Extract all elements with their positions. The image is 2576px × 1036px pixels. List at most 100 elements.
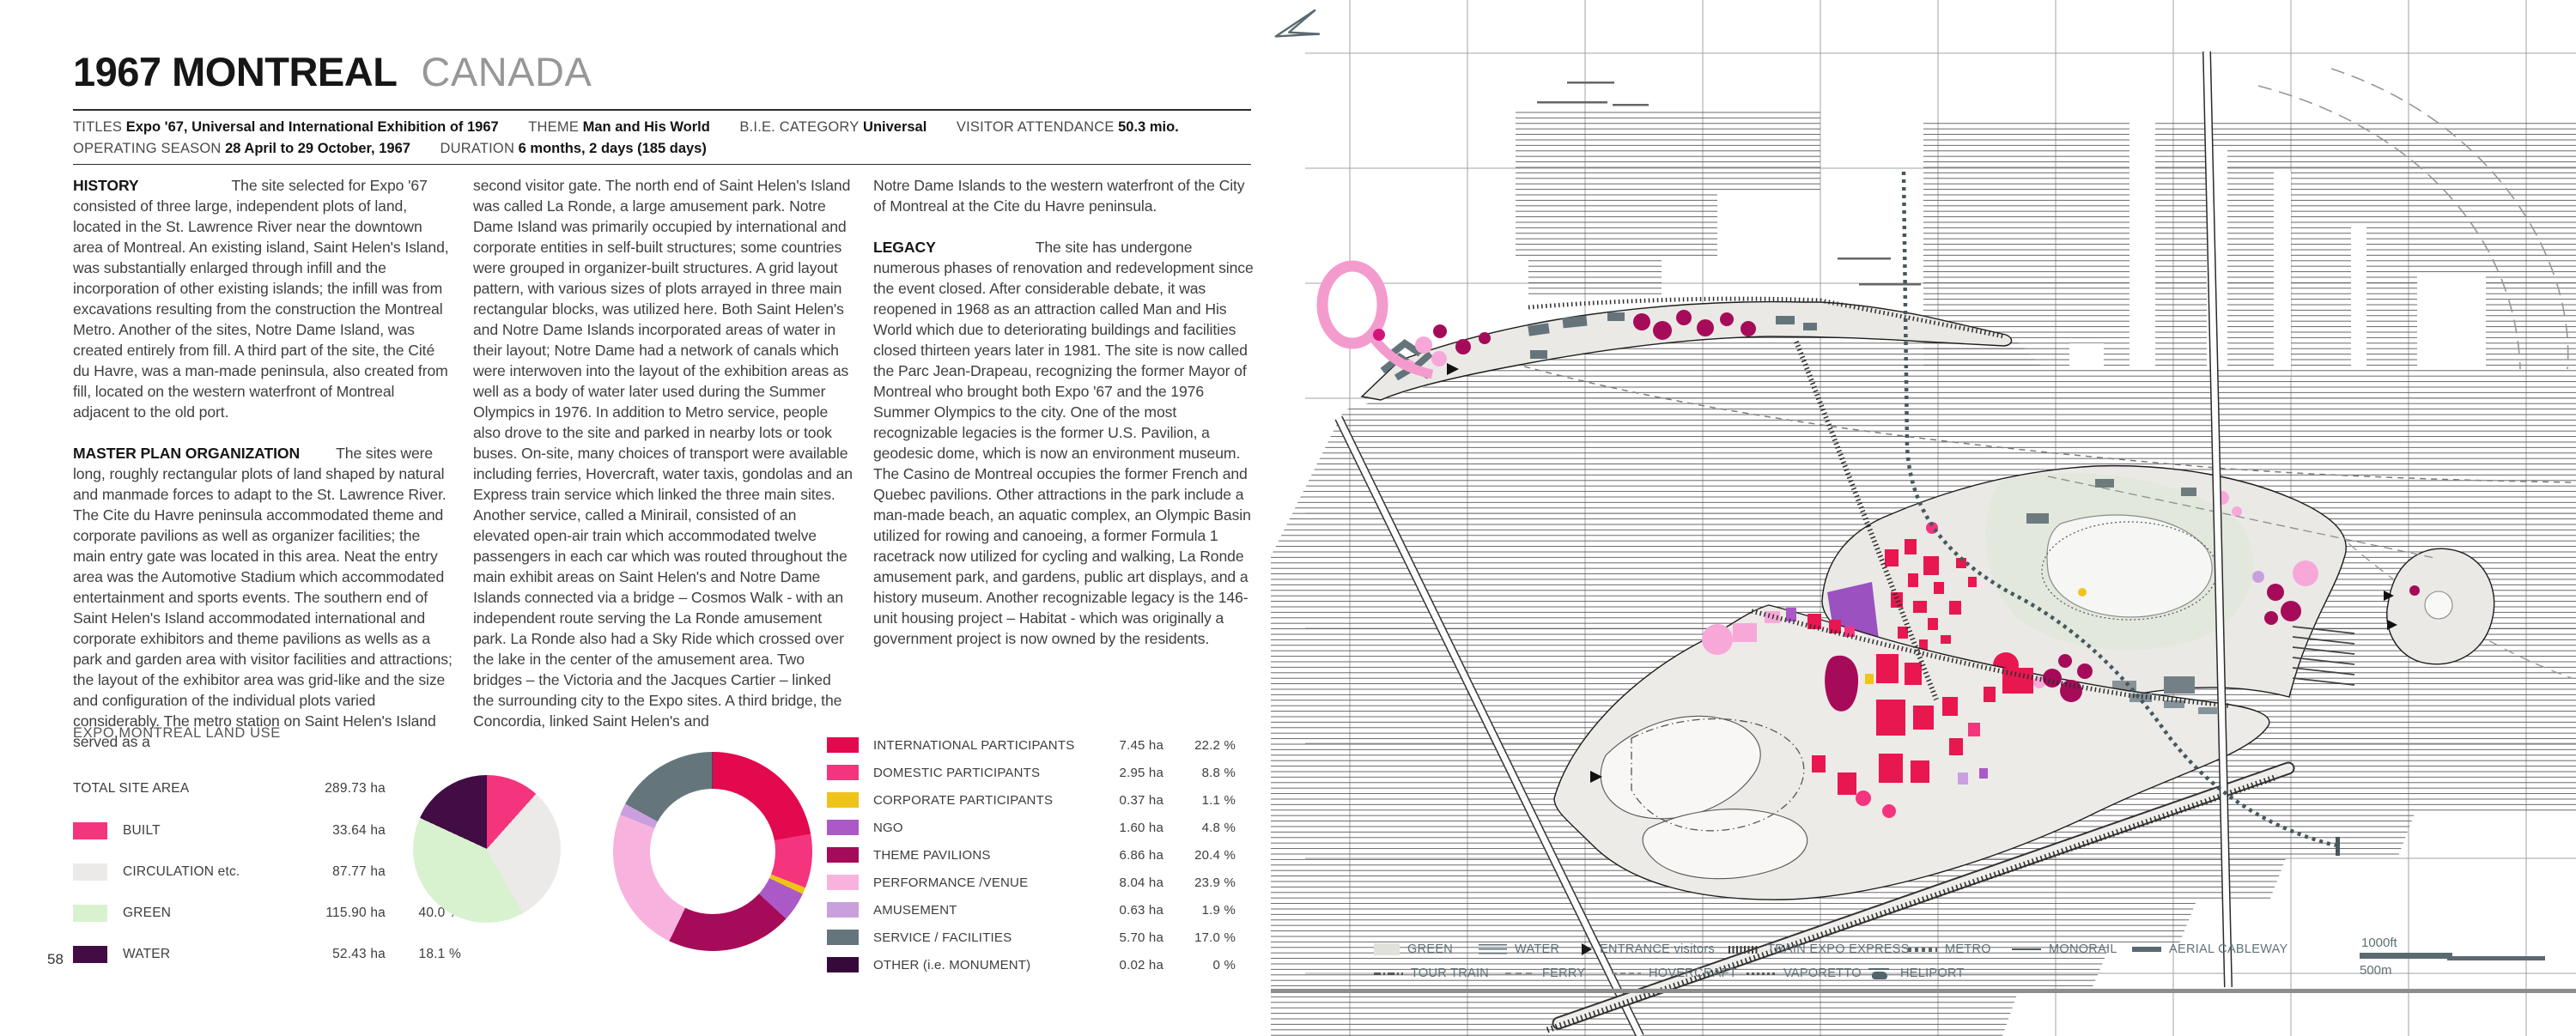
legend-aerial-cableway: AERIAL CABLEWAY bbox=[2132, 942, 2288, 956]
map-bottom-rule bbox=[1271, 989, 2576, 993]
meta-value: 28 April to 29 October, 1967 bbox=[225, 141, 410, 156]
amusement-swatch bbox=[827, 902, 859, 918]
legend-heliport: HELIPORT bbox=[1867, 966, 1965, 980]
ngo-swatch bbox=[827, 820, 859, 835]
monorail-line-icon bbox=[2012, 948, 2041, 950]
header-rule-top bbox=[73, 109, 1251, 111]
cite-du-havre-pavilions bbox=[1403, 310, 1817, 372]
circulation-swatch bbox=[73, 863, 107, 881]
participants-row: DOMESTIC PARTICIPANTS 2.95 ha 8.8 % bbox=[827, 759, 1236, 786]
entrance-triangle-icon bbox=[1582, 943, 1592, 955]
participants-row: THEME PAVILIONS 6.86 ha 20.4 % bbox=[827, 841, 1236, 869]
participants-row: NGO 1.60 ha 4.8 % bbox=[827, 814, 1236, 841]
master-plan-text-continued: second visitor gate. The north end of Sa… bbox=[473, 177, 853, 730]
expo-meta-line: TITLES Expo '67, Universal and Internati… bbox=[73, 117, 1251, 160]
article-column-2: second visitor gate. The north end of Sa… bbox=[473, 175, 854, 772]
participants-row: SERVICE / FACILITIES 5.70 ha 17.0 % bbox=[827, 924, 1236, 951]
entrance-arrow-notre-dame bbox=[1590, 771, 1602, 783]
legend-green: GREEN bbox=[1374, 942, 1453, 956]
meta-label: OPERATING SEASON bbox=[73, 141, 222, 156]
hovercraft-dash-icon bbox=[1612, 972, 1641, 975]
notre-dame-island bbox=[1553, 604, 2270, 900]
metro-dots-icon bbox=[1908, 947, 1937, 952]
vaporetto-dots-icon bbox=[1747, 972, 1776, 975]
ferry-route bbox=[1502, 360, 2573, 483]
legend-train-expo-express: TRAIN EXPO EXPRESS bbox=[1728, 942, 1910, 956]
international-pavilions-cluster bbox=[1885, 539, 1977, 650]
entrance-arrow-cite bbox=[1447, 363, 1459, 375]
legend-vaporetto: VAPORETTO bbox=[1747, 966, 1862, 980]
heliport-helicopter-icon bbox=[1867, 966, 1893, 980]
canal-west bbox=[1600, 715, 1761, 820]
land-use-table: EXPO MONTREAL LAND USE TOTAL SITE AREA 2… bbox=[73, 725, 461, 975]
history-text: The site selected for Expo '67 consisted… bbox=[73, 177, 449, 421]
legend-monorail: MONORAIL bbox=[2012, 942, 2117, 956]
dolphin-lake bbox=[2424, 591, 2453, 620]
total-site-area-value: 289.73 ha bbox=[325, 781, 386, 796]
other-swatch bbox=[827, 957, 859, 972]
expo-title: 1967 MONTREAL bbox=[73, 49, 398, 94]
green-area-icon bbox=[1374, 943, 1400, 955]
marina-piers bbox=[2292, 626, 2355, 686]
expo-express-cite-shore bbox=[1528, 296, 2005, 339]
metro-terminus bbox=[2336, 837, 2340, 856]
metro-line bbox=[1901, 171, 2336, 848]
land-use-row-built: BUILT 33.64 ha 11.6 % bbox=[73, 810, 461, 851]
legend-ferry: FERRY bbox=[1505, 966, 1585, 980]
entrance-arrow-la-ronde-1 bbox=[2384, 591, 2394, 601]
legend-entrance: ENTRANCE visitors bbox=[1582, 942, 1715, 956]
scale-meters-label: 500m bbox=[2360, 963, 2392, 978]
land-use-pie-chart bbox=[413, 775, 561, 923]
participants-table: INTERNATIONAL PARTICIPANTS 7.45 ha 22.2 … bbox=[827, 731, 1236, 978]
meta-value: Universal bbox=[863, 119, 927, 135]
meta-label: THEME bbox=[528, 119, 580, 135]
meta-value: 6 months, 2 days (185 days) bbox=[518, 141, 707, 156]
legacy-text: The site has undergone numerous phases o… bbox=[873, 239, 1254, 647]
total-site-area-label: TOTAL SITE AREA bbox=[73, 781, 190, 796]
canal-south bbox=[1642, 809, 1808, 880]
meta-label: DURATION bbox=[440, 141, 515, 156]
meta-label: TITLES bbox=[73, 119, 123, 135]
participants-donut-chart bbox=[613, 752, 812, 951]
legend-hovercraft: HOVERCRAFT bbox=[1612, 966, 1737, 980]
legacy-heading: LEGACY bbox=[873, 239, 936, 256]
land-use-total-row: TOTAL SITE AREA 289.73 ha bbox=[73, 771, 461, 807]
legend-metro: METRO bbox=[1908, 942, 1991, 956]
performance-swatch bbox=[827, 875, 859, 890]
land-use-section-title: EXPO MONTREAL LAND USE bbox=[73, 725, 281, 741]
article-column-3: Notre Dame Islands to the western waterf… bbox=[873, 175, 1254, 772]
participants-row: AMUSEMENT 0.63 ha 1.9 % bbox=[827, 896, 1236, 924]
meta-value: Expo '67, Universal and International Ex… bbox=[125, 119, 499, 135]
participants-row: CORPORATE PARTICIPANTS 0.37 ha 1.1 % bbox=[827, 786, 1236, 814]
meta-label: VISITOR ATTENDANCE bbox=[956, 119, 1115, 135]
ferry-dash-icon bbox=[1505, 972, 1534, 975]
domestic-swatch bbox=[827, 765, 859, 780]
cableway-line-icon bbox=[2132, 947, 2161, 952]
map-scale-bar: 1000ft 500m bbox=[2360, 936, 2549, 978]
legend-water: WATER bbox=[1479, 942, 1559, 956]
hovercraft-route bbox=[2335, 531, 2573, 679]
service-swatch bbox=[827, 930, 859, 945]
aerial-cableway-route-2 bbox=[2330, 68, 2569, 370]
land-use-row-circulation: CIRCULATION etc. 87.77 ha 30.3 % bbox=[73, 851, 461, 893]
train-ticks-icon bbox=[1728, 945, 1759, 954]
page-title: 1967 MONTREAL CANADA bbox=[73, 50, 592, 94]
article-column-1: HISTORY The site selected for Expo '67 co… bbox=[73, 175, 453, 772]
notre-dame-pavilions bbox=[1702, 608, 2217, 818]
history-heading: HISTORY bbox=[73, 177, 139, 194]
victoria-bridge-pier bbox=[1546, 761, 2295, 1033]
la-ronde-island bbox=[2047, 476, 2495, 665]
site-map: GREEN WATER ENTRANCE visitors TRAIN EXPO… bbox=[1271, 0, 2576, 1036]
corporate-swatch bbox=[827, 792, 859, 808]
expo-express-south bbox=[1546, 773, 2279, 1033]
site-map-drawing bbox=[1271, 0, 2576, 1036]
article-columns: HISTORY The site selected for Expo '67 co… bbox=[73, 175, 1254, 772]
swan-lake bbox=[2046, 514, 2213, 618]
transit-routes-under bbox=[1502, 68, 2573, 679]
legend-tour-train: TOUR TRAIN bbox=[1374, 966, 1489, 980]
master-plan-text: The sites were long, roughly rectangular… bbox=[73, 445, 453, 750]
legacy-lead-text: Notre Dame Islands to the western waterf… bbox=[873, 177, 1245, 215]
land-use-row-water: WATER 52.43 ha 18.1 % bbox=[73, 934, 461, 975]
built-swatch bbox=[73, 822, 107, 839]
participants-row: PERFORMANCE /VENUE 8.04 ha 23.9 % bbox=[827, 869, 1236, 896]
